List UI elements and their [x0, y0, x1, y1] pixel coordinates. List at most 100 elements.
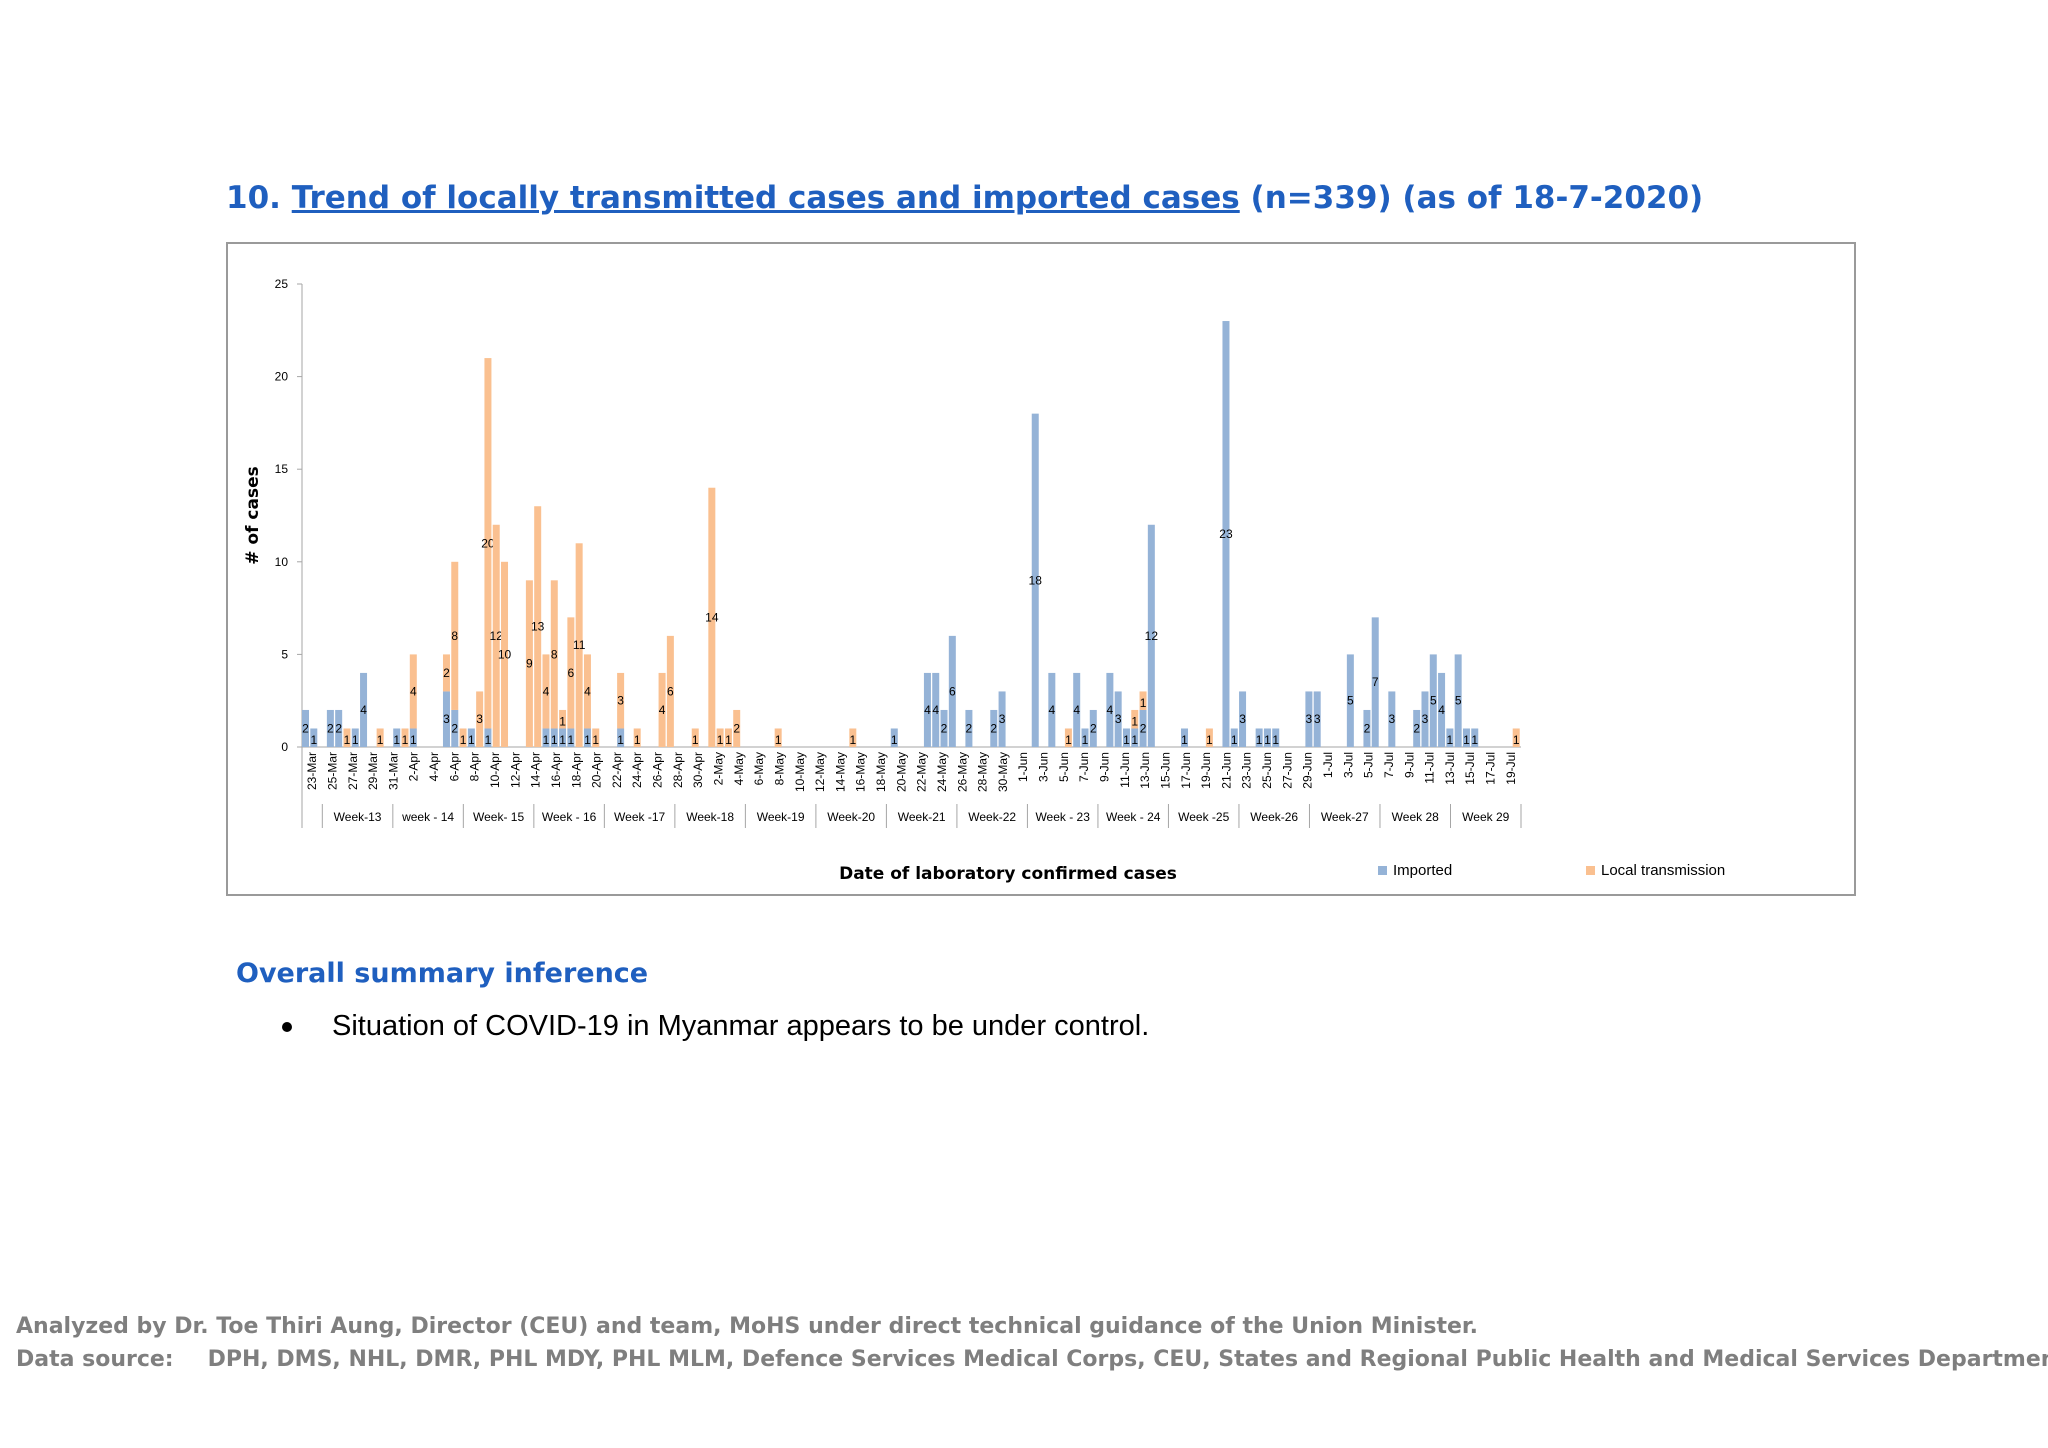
bar-imported	[1031, 413, 1039, 747]
summary-bullet: Situation of COVID-19 in Myanmar appears…	[282, 1010, 1149, 1043]
bar-imported-label: 1	[1272, 733, 1279, 747]
week-label: Week 29	[1462, 810, 1509, 824]
bar-local-label: 2	[443, 666, 450, 680]
bar-imported-label: 6	[949, 684, 956, 698]
x-tick-label: 11-Jul	[1423, 752, 1437, 784]
x-tick-label: 22-May	[915, 752, 929, 792]
bar-local-label: 20	[481, 536, 495, 550]
bar-local-label: 8	[551, 647, 558, 661]
bar-imported	[542, 728, 550, 747]
footer-source-text: DPH, DMS, NHL, DMR, PHL MDY, PHL MLM, De…	[207, 1347, 2048, 1372]
week-label: Week-18	[686, 810, 734, 824]
bar-imported	[550, 728, 558, 747]
week-label: Week -25	[1178, 810, 1229, 824]
bar-imported-label: 2	[1413, 721, 1420, 735]
bar-local-label: 13	[531, 620, 545, 634]
bar-imported-label: 1	[1256, 733, 1263, 747]
bar-imported-label: 3	[1388, 712, 1395, 726]
bar-imported-label: 1	[584, 733, 591, 747]
bar-imported	[1073, 672, 1081, 747]
week-label: Week-22	[968, 810, 1016, 824]
bar-local-label: 1	[592, 733, 599, 747]
x-tick-label: 4-Apr	[427, 752, 441, 781]
x-tick-label: 13-Jul	[1443, 752, 1457, 785]
bar-local	[525, 580, 533, 747]
bar-imported-label: 1	[1463, 733, 1470, 747]
bar-local	[774, 728, 782, 747]
y-axis-title: # of cases	[243, 466, 263, 564]
bar-local-label: 1	[849, 733, 856, 747]
summary-heading: Overall summary inference	[236, 958, 649, 989]
bar-local-label: 12	[490, 629, 504, 643]
week-label: Week -17	[614, 810, 665, 824]
bar-imported-label: 2	[990, 721, 997, 735]
bar-local	[617, 672, 625, 729]
bar-imported	[1438, 672, 1446, 747]
bar-local-label: 1	[775, 733, 782, 747]
chart-heading: 10. Trend of locally transmitted cases a…	[226, 180, 1703, 216]
bar-local-label: 1	[692, 733, 699, 747]
bar-imported-label: 12	[1145, 629, 1159, 643]
bar-imported-label: 1	[1471, 733, 1478, 747]
bar-imported-label: 1	[1123, 733, 1130, 747]
bar-imported-label: 4	[360, 703, 367, 717]
bar-imported-label: 2	[451, 721, 458, 735]
footer-source: Data source: DPH, DMS, NHL, DMR, PHL MDY,…	[16, 1347, 2048, 1372]
bar-imported	[1139, 709, 1147, 747]
x-tick-label: 23-Jun	[1240, 752, 1254, 789]
bar-imported-label: 1	[617, 733, 624, 747]
bar-imported-label: 7	[1372, 675, 1379, 689]
x-tick-label: 14-Apr	[529, 752, 543, 788]
bar-imported	[1363, 709, 1371, 747]
x-tick-label: 14-May	[833, 752, 847, 792]
bar-local-label: 4	[584, 684, 591, 698]
x-tick-label: 26-May	[955, 752, 969, 792]
bar-local	[409, 654, 417, 729]
bar-imported-label: 4	[932, 703, 939, 717]
bar-local	[442, 654, 450, 692]
bar-imported	[1106, 672, 1114, 747]
bar-imported	[990, 709, 998, 747]
week-label: Week-13	[334, 810, 382, 824]
bar-imported-label: 2	[335, 721, 342, 735]
x-tick-label: 2-May	[711, 752, 725, 785]
week-label: Week-21	[898, 810, 946, 824]
bar-local	[1064, 728, 1072, 747]
bar-imported	[1388, 691, 1396, 747]
bar-imported	[1305, 691, 1313, 747]
bar-imported-label: 3	[999, 712, 1006, 726]
bar-local-label: 2	[733, 721, 740, 735]
week-label: Week - 24	[1106, 810, 1161, 824]
bar-imported	[923, 672, 931, 747]
bar-imported-label: 23	[1219, 527, 1233, 541]
bar-imported	[1114, 691, 1122, 747]
bar-local-label: 4	[659, 703, 666, 717]
bar-local-label: 14	[705, 610, 719, 624]
heading-link[interactable]: Trend of locally transmitted cases and i…	[291, 180, 1240, 216]
y-tick-label: 5	[281, 647, 288, 661]
bar-local-label: 4	[410, 684, 417, 698]
bar-imported-label: 1	[310, 733, 317, 747]
bar-local-label: 8	[451, 629, 458, 643]
bar-imported	[965, 709, 973, 747]
bar-imported-label: 5	[1455, 694, 1462, 708]
bar-local-label: 9	[526, 657, 533, 671]
x-tick-label: 5-Jul	[1362, 752, 1376, 778]
x-axis-title: Date of laboratory confirmed cases	[839, 864, 1177, 884]
bar-imported	[326, 709, 334, 747]
x-tick-label: 29-Mar	[366, 752, 380, 790]
x-tick-label: 1-Jun	[1016, 752, 1030, 782]
x-tick-label: 28-May	[976, 752, 990, 792]
bar-imported	[451, 709, 459, 747]
bar-imported-label: 2	[1090, 721, 1097, 735]
x-tick-label: 4-May	[732, 752, 746, 785]
bar-imported	[1272, 728, 1280, 747]
bar-imported	[310, 728, 318, 747]
bar-imported-label: 2	[302, 721, 309, 735]
x-tick-label: 17-Jun	[1179, 752, 1193, 789]
bar-imported	[1263, 728, 1271, 747]
bar-imported-label: 3	[1306, 712, 1313, 726]
bar-imported-label: 1	[1447, 733, 1454, 747]
x-tick-label: 15-Jun	[1158, 752, 1172, 789]
bar-imported-label: 1	[485, 733, 492, 747]
